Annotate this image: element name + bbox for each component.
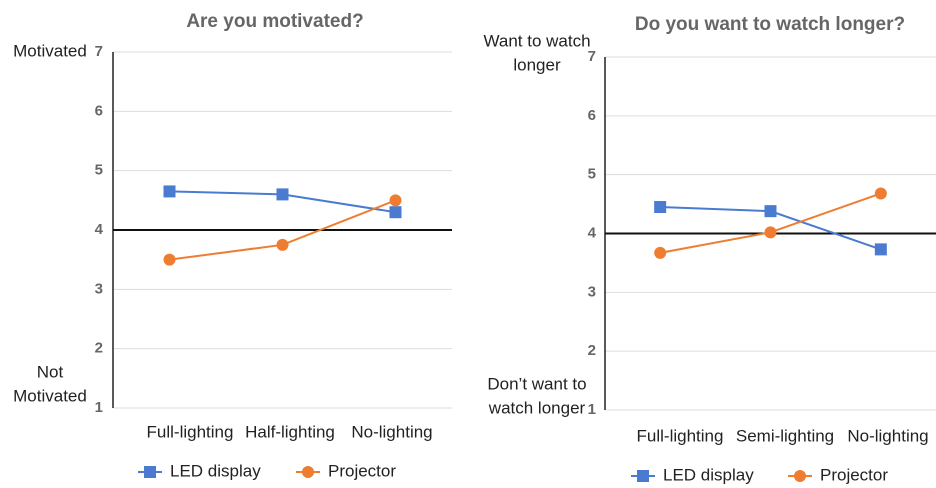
legend-marker	[794, 470, 806, 482]
marker	[874, 243, 887, 256]
marker	[276, 238, 289, 251]
y-tick-label: 2	[588, 342, 596, 359]
annotation: Don’t want to	[487, 374, 586, 393]
y-tick-label: 1	[95, 399, 103, 416]
legend-marker	[302, 466, 314, 478]
legend-label: LED display	[170, 461, 261, 480]
annotation: Motivated	[13, 41, 87, 60]
x-tick-label: No-lighting	[351, 422, 432, 441]
chart-title: Are you motivated?	[186, 11, 363, 32]
y-tick-label: 4	[95, 221, 104, 238]
annotation: watch longer	[488, 398, 586, 417]
y-tick-label: 2	[95, 340, 103, 357]
line	[659, 192, 882, 254]
x-tick-label: Full-lighting	[637, 426, 724, 445]
y-tick-label: 5	[95, 162, 103, 179]
y-tick-label: 1	[588, 401, 596, 418]
y-tick-label: 3	[588, 283, 596, 300]
legend-label: Projector	[328, 461, 396, 480]
marker	[389, 206, 402, 219]
marker	[389, 194, 402, 207]
y-tick-label: 6	[95, 102, 103, 119]
marker	[654, 201, 667, 214]
y-tick-label: 5	[588, 166, 596, 183]
chart-title: Do you want to watch longer?	[635, 14, 905, 35]
marker	[874, 187, 887, 200]
annotation: longer	[513, 55, 561, 74]
marker	[163, 253, 176, 266]
x-tick-label: Full-lighting	[147, 422, 234, 441]
x-tick-label: Half-lighting	[245, 422, 335, 441]
marker	[276, 188, 289, 201]
y-tick-label: 6	[588, 107, 596, 124]
marker	[764, 205, 777, 218]
y-tick-label: 4	[588, 224, 597, 241]
legend-label: Projector	[820, 465, 888, 484]
y-tick-label: 3	[95, 280, 103, 297]
marker	[163, 185, 176, 198]
marker	[654, 246, 667, 259]
x-tick-label: Semi-lighting	[736, 426, 834, 445]
legend-label: LED display	[663, 465, 754, 484]
annotation: Motivated	[13, 386, 87, 405]
annotation: Not	[37, 362, 64, 381]
legend-marker	[637, 470, 649, 482]
y-tick-label: 7	[95, 43, 103, 60]
y-tick-label: 7	[588, 48, 596, 65]
marker	[764, 226, 777, 239]
annotation: Want to watch	[483, 31, 590, 50]
legend-marker	[144, 466, 156, 478]
x-tick-label: No-lighting	[847, 426, 928, 445]
